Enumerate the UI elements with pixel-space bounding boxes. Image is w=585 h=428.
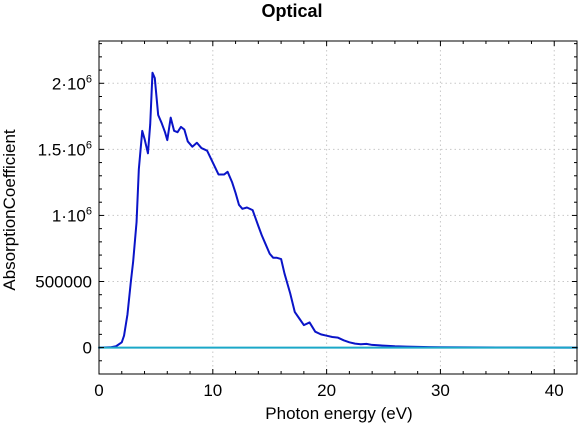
y-tick-labels: 0 500000 1·106 1.5·106 2·106 — [35, 73, 92, 357]
plot-frame — [98, 40, 578, 375]
x-tick-label-1: 10 — [203, 381, 222, 400]
x-tick-label-2: 20 — [317, 381, 336, 400]
chart-title: Optical — [261, 1, 322, 21]
y-tick-label-2: 1·106 — [52, 205, 92, 225]
y-tick-label-3: 1.5·106 — [38, 139, 92, 159]
y-tick-label-0: 0 — [83, 339, 92, 358]
x-tick-labels: 0 10 20 30 40 — [94, 381, 563, 400]
series-line-0 — [98, 71, 578, 349]
grid-layer — [99, 41, 577, 374]
tick-layer — [98, 41, 578, 374]
y-axis-label: AbsorptionCoefficient — [0, 129, 19, 291]
x-tick-label-3: 30 — [431, 381, 450, 400]
x-tick-label-4: 40 — [545, 381, 564, 400]
y-tick-label-1: 500000 — [35, 273, 92, 292]
x-axis-label: Photon energy (eV) — [265, 404, 412, 423]
x-tick-label-0: 0 — [94, 381, 103, 400]
y-tick-label-4: 2·106 — [52, 73, 92, 93]
series-layer — [98, 71, 578, 349]
